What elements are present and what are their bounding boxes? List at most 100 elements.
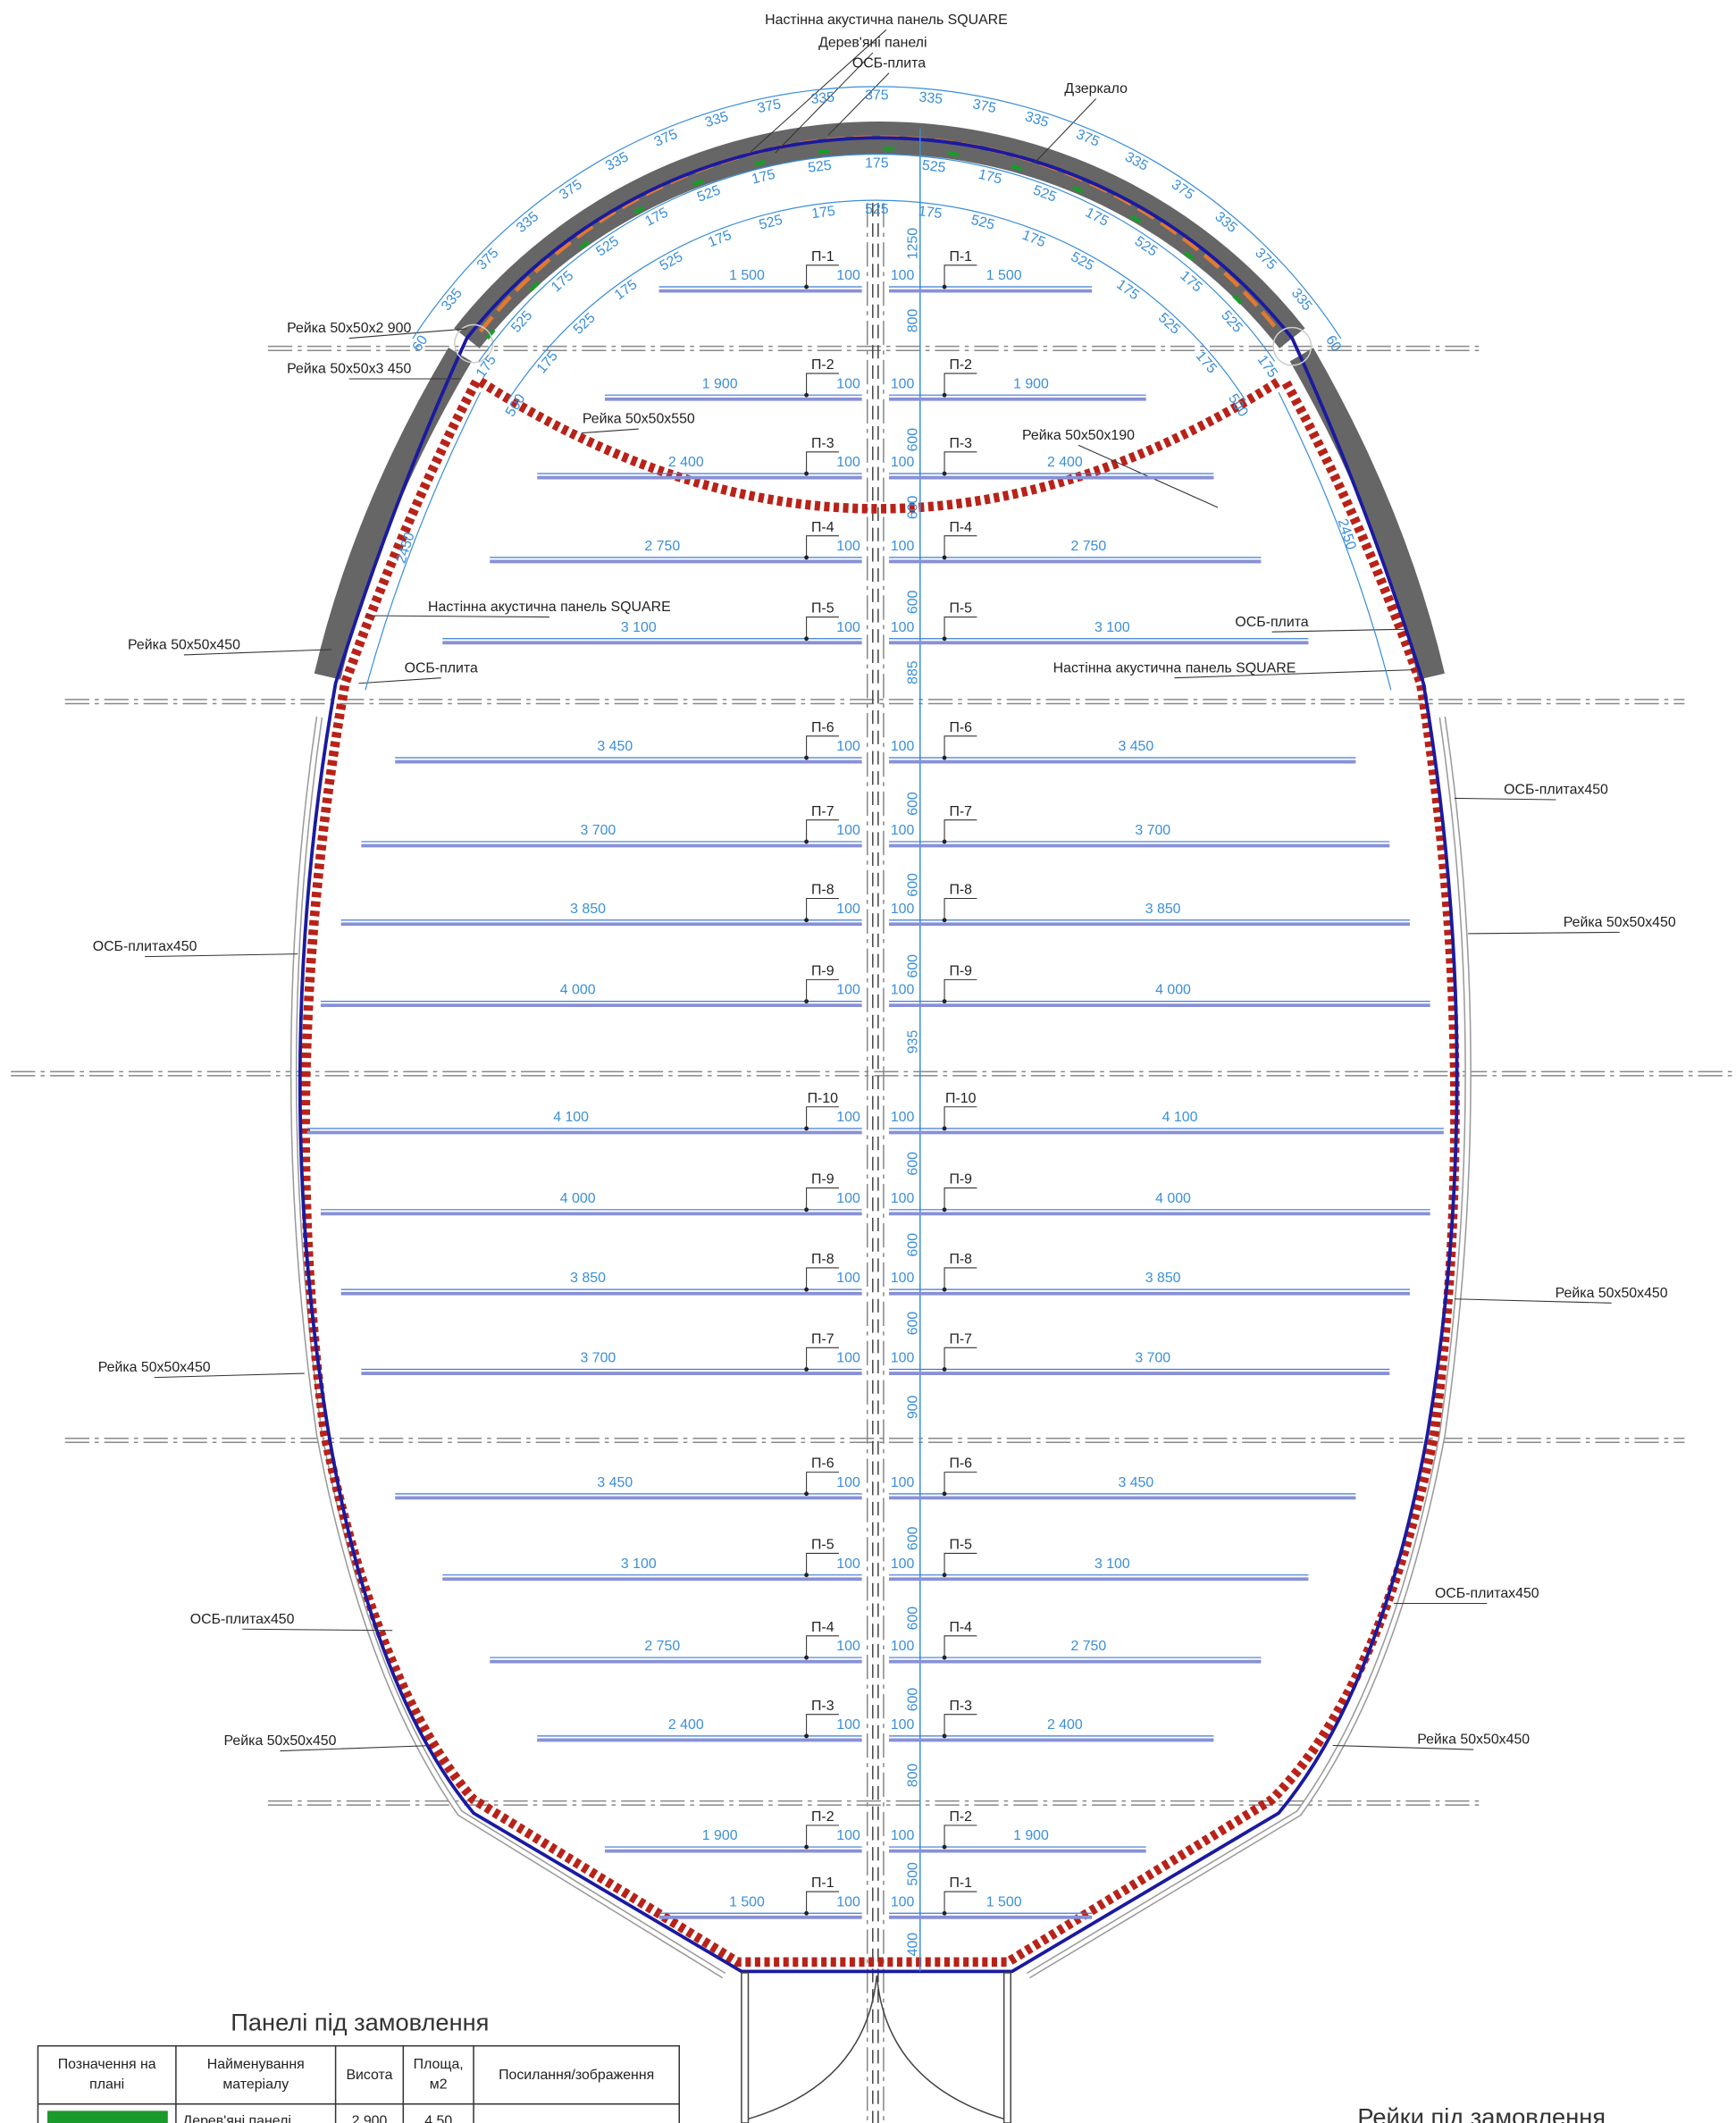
arc-dim: 375 bbox=[1169, 177, 1197, 203]
panel-gap: 100 bbox=[891, 739, 915, 754]
panel-label: П-8 bbox=[949, 883, 972, 898]
arc-dim: 175 bbox=[1083, 206, 1111, 230]
leader bbox=[154, 1372, 305, 1379]
panel-gap: 100 bbox=[891, 902, 915, 917]
arc-dim: 60 bbox=[410, 332, 432, 354]
callout: Рейка 50х50х450 bbox=[1556, 1286, 1668, 1301]
panel-dot bbox=[942, 1287, 947, 1292]
callout: Рейка 50х50х450 bbox=[1564, 915, 1676, 930]
arc-dim: 375 bbox=[474, 246, 502, 273]
panel-label: П-6 bbox=[949, 720, 972, 735]
panel-leader bbox=[806, 451, 839, 474]
panel-length: 1 900 bbox=[702, 1828, 738, 1843]
panel-length: 3 100 bbox=[1094, 1557, 1130, 1572]
arc-dim: 175 bbox=[977, 167, 1003, 188]
panel-leader bbox=[943, 1825, 977, 1848]
panel-dot bbox=[804, 918, 809, 923]
panel-leader bbox=[806, 1714, 839, 1736]
panel-leader bbox=[806, 819, 839, 842]
panel-dot bbox=[804, 1910, 809, 1916]
panel-length: 3 100 bbox=[1094, 620, 1130, 635]
panel-gap: 100 bbox=[891, 1475, 915, 1490]
panel-leader bbox=[806, 1187, 839, 1210]
callout: ОСБ-плита bbox=[1235, 615, 1308, 630]
panel-gap: 100 bbox=[891, 1828, 915, 1843]
arc-dim: 525 bbox=[1155, 310, 1183, 338]
panel-length: 1 500 bbox=[729, 1894, 765, 1909]
vertical-dim: 600 bbox=[905, 873, 920, 897]
side-wall bbox=[314, 348, 1445, 680]
panel-gap: 100 bbox=[891, 1894, 915, 1909]
table-cell: 4,50 bbox=[424, 2114, 452, 2123]
panel-label: П-4 bbox=[949, 1620, 972, 1635]
panel-length: 2 750 bbox=[1070, 539, 1106, 554]
panel-label: П-9 bbox=[949, 963, 972, 978]
panel-dot bbox=[942, 1573, 947, 1578]
panel-length: 3 450 bbox=[597, 739, 633, 754]
panel-dot bbox=[942, 918, 947, 923]
panel-length: 3 100 bbox=[621, 1557, 657, 1572]
panel-label: П-9 bbox=[811, 963, 834, 978]
table-header: Позначення на плані bbox=[58, 2057, 156, 2093]
vertical-dim: 600 bbox=[905, 1312, 920, 1336]
arc-dim: 335 bbox=[603, 149, 632, 174]
panel-dot bbox=[804, 1844, 809, 1850]
callout: Дзеркало bbox=[1064, 81, 1128, 96]
vertical-dim: 935 bbox=[905, 1030, 920, 1054]
panel-dot bbox=[942, 1733, 947, 1739]
panel-length: 2 400 bbox=[1047, 455, 1083, 470]
panel-label: П-10 bbox=[808, 1091, 839, 1106]
vertical-dim: 800 bbox=[905, 308, 920, 332]
callout: ОСБ-плитах450 bbox=[1435, 1586, 1539, 1601]
panel-leader bbox=[806, 897, 839, 920]
panel-label: П-5 bbox=[949, 601, 972, 617]
arc-dim: 375 bbox=[756, 96, 783, 116]
rails bbox=[300, 379, 1460, 1968]
arc-dim: 335 bbox=[1212, 209, 1239, 236]
panel-length: 2 750 bbox=[644, 1639, 680, 1654]
vertical-dim: 600 bbox=[905, 1526, 920, 1550]
leader bbox=[280, 1744, 433, 1752]
panel-leader bbox=[806, 978, 839, 1002]
arc-dim: 525 bbox=[508, 308, 535, 336]
panel-label: П-9 bbox=[949, 1172, 972, 1187]
arc-dim: 175 bbox=[534, 348, 561, 376]
arc-dim: 525 bbox=[658, 249, 686, 274]
vertical-dim: 600 bbox=[905, 1688, 920, 1712]
panel-gap: 100 bbox=[891, 1639, 915, 1654]
panel-gap: 100 bbox=[836, 1828, 860, 1843]
side-dim-line bbox=[365, 391, 1392, 691]
panel-gap: 100 bbox=[836, 1894, 860, 1909]
panel-length: 4 000 bbox=[1155, 983, 1191, 998]
panel-dot bbox=[804, 1491, 809, 1497]
panel-dot bbox=[804, 1126, 809, 1131]
side-panels bbox=[289, 717, 1472, 1979]
arc-dim: 175 bbox=[612, 277, 641, 303]
panel-length: 3 700 bbox=[581, 1351, 616, 1366]
panel-dot bbox=[942, 1207, 947, 1213]
panel-leader bbox=[943, 1891, 977, 1914]
arc-dim: 375 bbox=[1074, 127, 1102, 150]
panel-dot bbox=[804, 1733, 809, 1739]
panel-gap: 100 bbox=[836, 1557, 860, 1572]
panel-length: 4 000 bbox=[1155, 1191, 1191, 1206]
callout: ОСБ-плитах450 bbox=[93, 939, 197, 954]
leader bbox=[365, 615, 549, 618]
panel-length: 1 500 bbox=[986, 268, 1022, 283]
callout: ОСБ-плитах450 bbox=[190, 1612, 295, 1627]
leader bbox=[1454, 797, 1556, 801]
panel-leader bbox=[943, 617, 977, 639]
panel-gap: 100 bbox=[891, 455, 915, 470]
panel-length: 2 750 bbox=[644, 539, 680, 554]
panel-dot bbox=[804, 839, 809, 844]
table-title: Панелі під замовлення bbox=[231, 2009, 489, 2036]
panel-gap: 100 bbox=[891, 539, 915, 554]
table-header: Площа, м2 bbox=[414, 2057, 464, 2093]
leader bbox=[751, 29, 887, 153]
panel-dot bbox=[804, 555, 809, 560]
panel-gap: 100 bbox=[836, 1110, 860, 1125]
panel-leader bbox=[943, 1552, 977, 1575]
panel-gap: 100 bbox=[836, 539, 860, 554]
panel-gap: 100 bbox=[891, 1271, 915, 1286]
